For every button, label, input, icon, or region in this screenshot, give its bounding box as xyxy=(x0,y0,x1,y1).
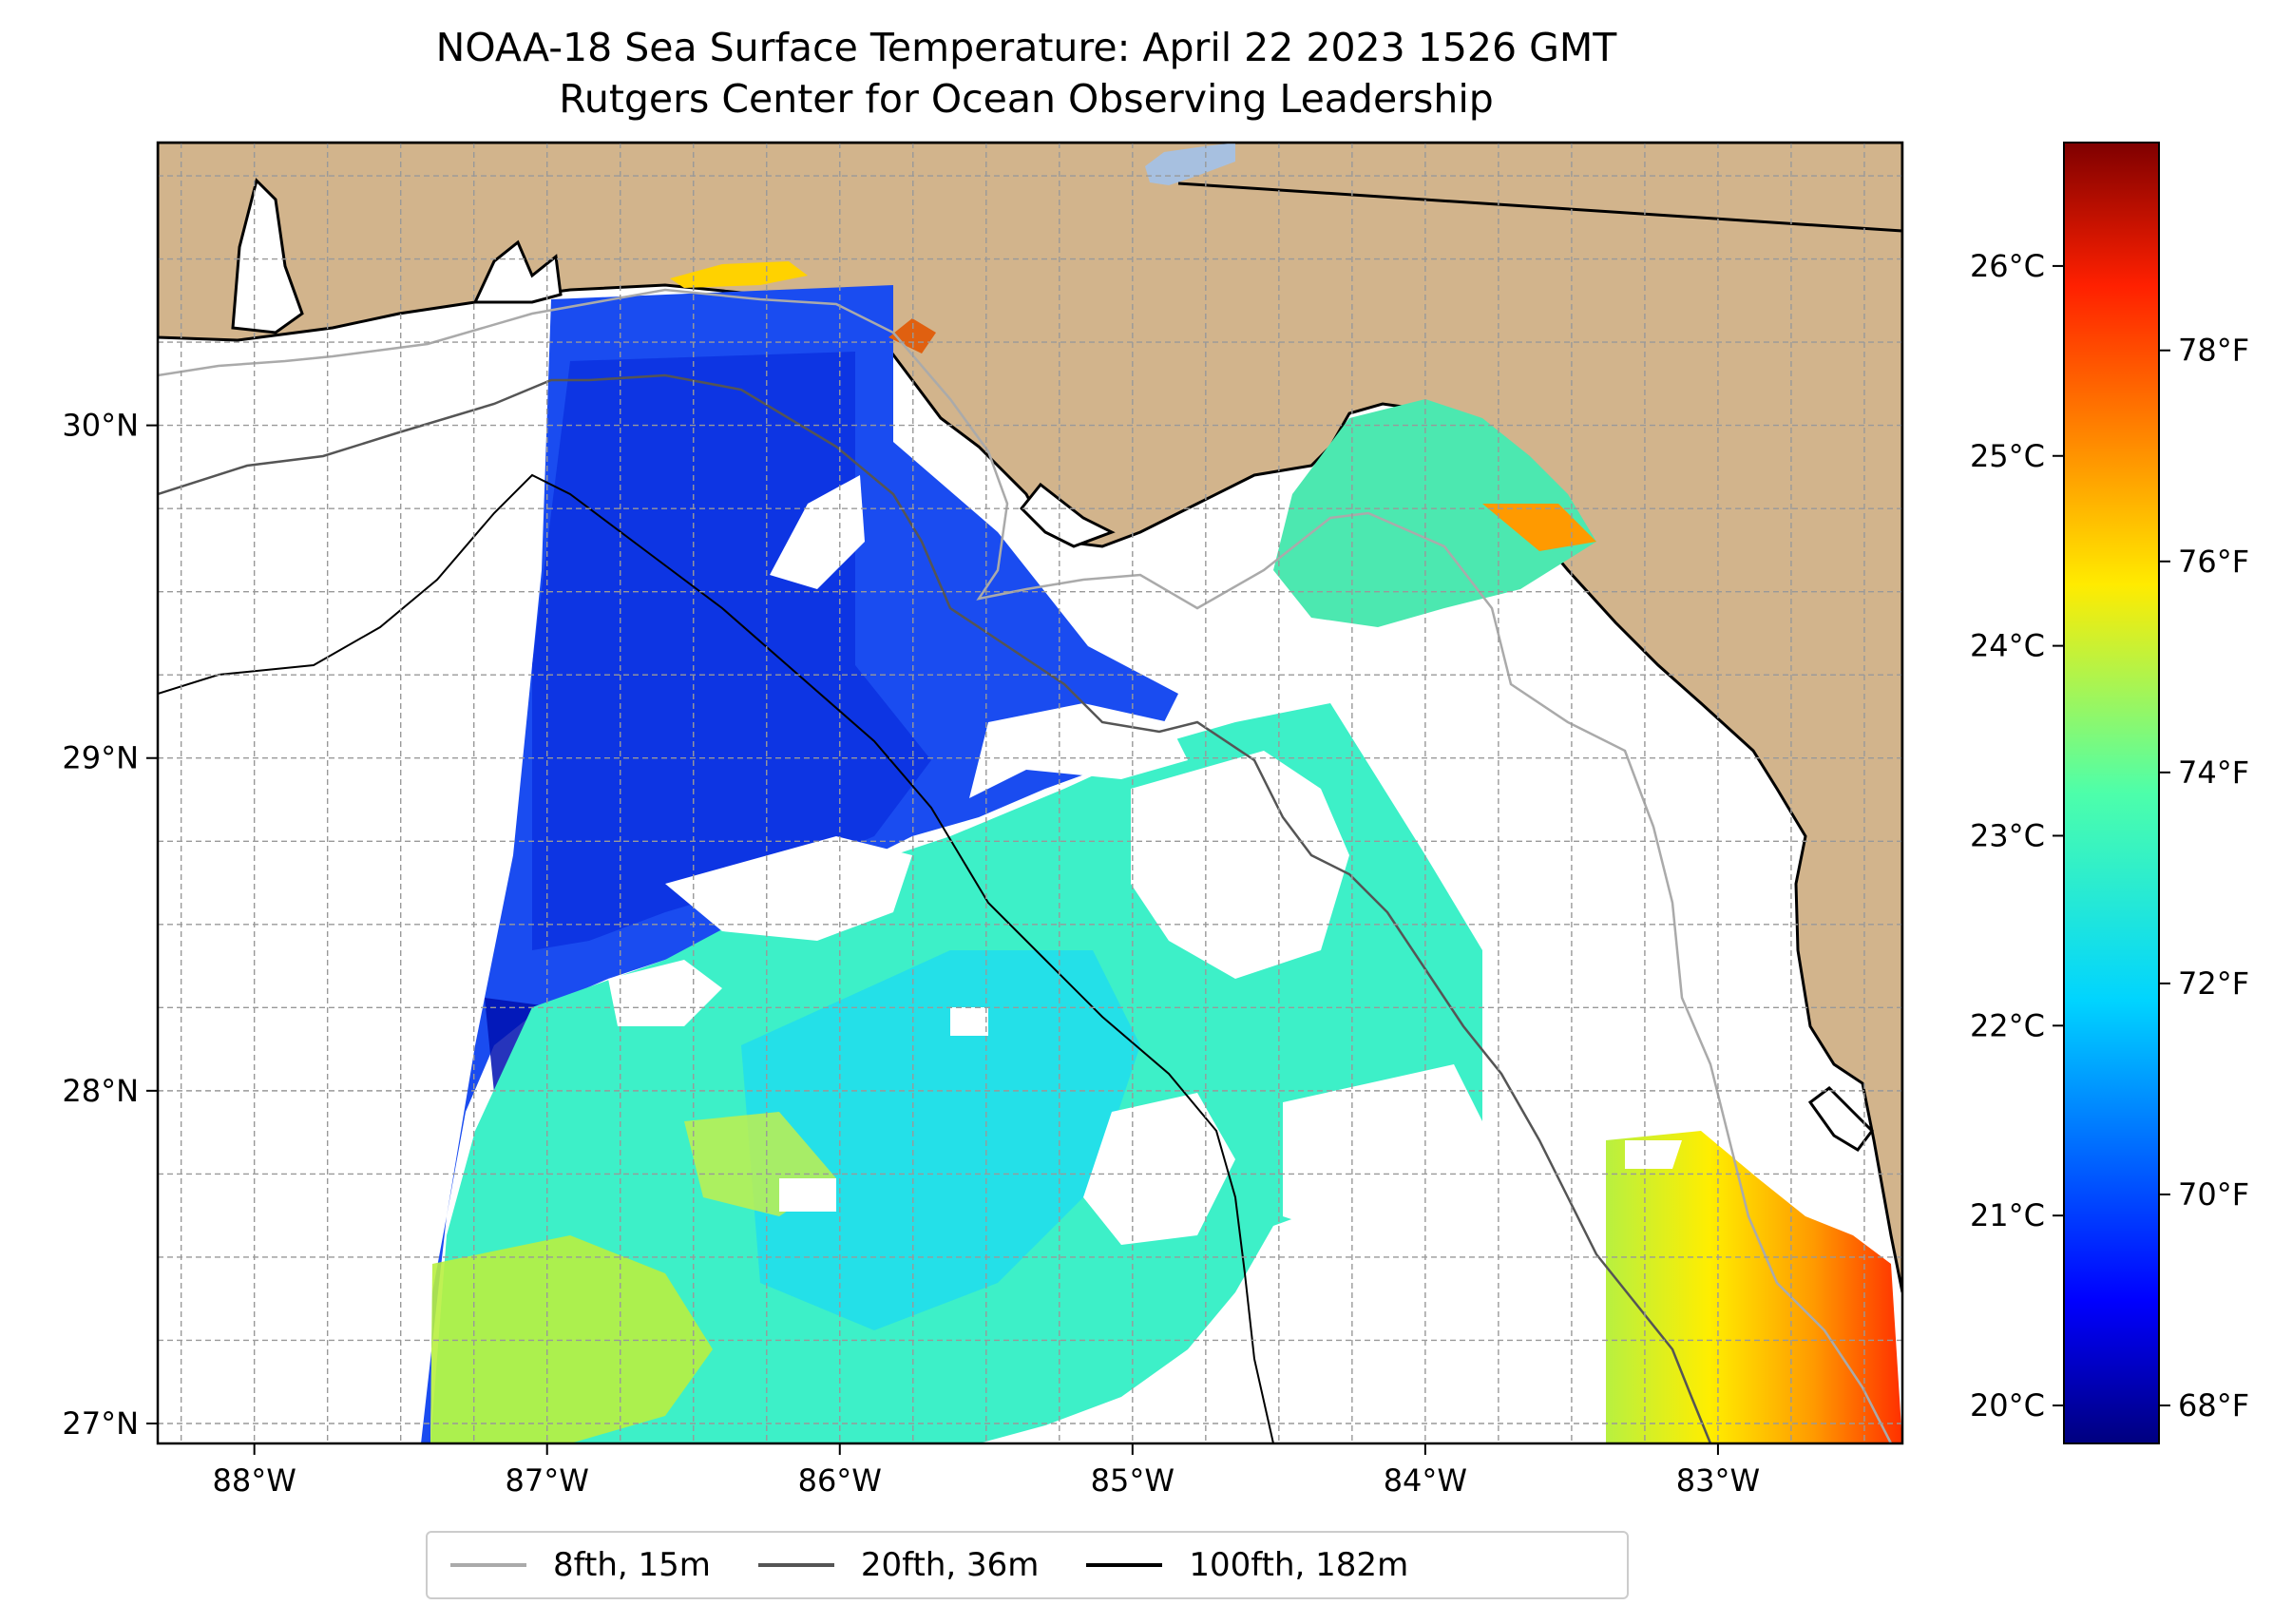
map-grid xyxy=(158,143,1902,1443)
lat-tick-label: 30°N xyxy=(62,408,139,444)
sst-swath-yellow-green xyxy=(430,1235,713,1443)
colorbar-f-tick-label: 76°F xyxy=(2178,544,2249,580)
lat-axis: 30°N 29°N 28°N 27°N xyxy=(62,408,158,1442)
colorbar-c-tick-label: 20°C xyxy=(1970,1387,2045,1423)
map-frame xyxy=(156,141,1904,1445)
colorbar-c-tick-label: 22°C xyxy=(1970,1007,2045,1043)
legend-swatch xyxy=(450,1563,526,1567)
legend-swatch xyxy=(757,1563,834,1567)
colorbar-c-tick-label: 24°C xyxy=(1970,628,2045,664)
colorbar-f-tick-label: 72°F xyxy=(2178,965,2249,1002)
colorbar-c-tick-label: 26°C xyxy=(1970,248,2045,284)
pensacola-bay xyxy=(472,239,563,304)
isobath-legend: 8fth, 15m 20fth, 36m 100fth, 182m xyxy=(426,1531,1629,1599)
lon-tick-label: 86°W xyxy=(798,1462,882,1499)
mobile-bay xyxy=(231,178,304,334)
lake xyxy=(1145,143,1235,185)
legend-item: 20fth, 36m xyxy=(757,1546,1040,1584)
lon-tick-label: 85°W xyxy=(1091,1462,1175,1499)
colorbar-f-tick-label: 74°F xyxy=(2178,755,2249,791)
legend-label: 100fth, 182m xyxy=(1189,1546,1409,1584)
colorbar-c-tick-label: 23°C xyxy=(1970,817,2045,853)
chart-title: NOAA-18 Sea Surface Temperature: April 2… xyxy=(435,25,1617,70)
legend-swatch xyxy=(1086,1563,1163,1567)
legend-item: 8fth, 15m xyxy=(450,1546,711,1584)
lon-tick-label: 83°W xyxy=(1676,1462,1760,1499)
isobath-8fth xyxy=(158,288,1893,1443)
lat-tick-label: 27°N xyxy=(62,1405,139,1442)
lat-tick-label: 28°N xyxy=(62,1073,139,1109)
colorbar-c-tick-label: 25°C xyxy=(1970,438,2045,474)
isobath-100fth xyxy=(158,473,1274,1443)
chart-subtitle: Rutgers Center for Ocean Observing Leade… xyxy=(559,76,1494,122)
sst-bigbend xyxy=(1273,399,1596,627)
sst-swath-mid-cyan xyxy=(741,950,1140,1330)
colorbar-f-tick-label: 68°F xyxy=(2178,1387,2249,1423)
sst-bigbend-warm xyxy=(1482,504,1596,551)
tampa-bay xyxy=(1807,1086,1874,1152)
colorbar xyxy=(2063,142,2160,1444)
sst-lagoon-strip xyxy=(670,261,808,288)
colorbar-f-tick-label: 78°F xyxy=(2178,333,2249,369)
lon-tick-label: 88°W xyxy=(212,1462,296,1499)
apalachicola-bay xyxy=(1019,482,1116,548)
map-area xyxy=(158,143,1902,1443)
colorbar-celsius-axis: 20°C 21°C 22°C 23°C 24°C 25°C 26°C xyxy=(1970,248,2064,1423)
lon-tick-label: 84°W xyxy=(1384,1462,1467,1499)
lon-axis: 88°W 87°W 86°W 85°W 84°W 83°W xyxy=(212,1443,1760,1499)
lat-tick-label: 29°N xyxy=(62,740,139,776)
colorbar-fahrenheit-axis: 68°F 70°F 72°F 74°F 76°F 78°F xyxy=(2159,333,2249,1423)
isobath-20fth xyxy=(158,373,1712,1443)
colorbar-f-tick-label: 70°F xyxy=(2178,1176,2249,1213)
sst-coastal-warm xyxy=(888,318,936,353)
lon-tick-label: 87°W xyxy=(506,1462,589,1499)
state-boundary xyxy=(1177,182,1902,233)
legend-item: 100fth, 182m xyxy=(1086,1546,1408,1584)
legend-label: 8fth, 15m xyxy=(553,1546,711,1584)
legend-label: 20fth, 36m xyxy=(860,1546,1040,1584)
colorbar-c-tick-label: 21°C xyxy=(1970,1197,2045,1233)
